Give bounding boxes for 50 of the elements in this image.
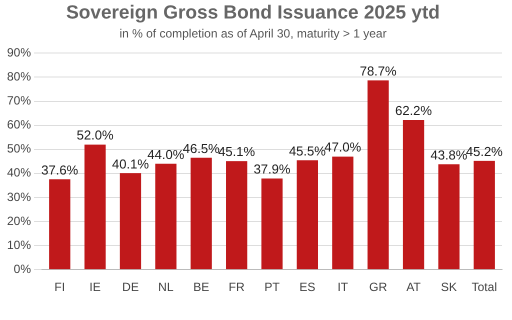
- bar: [226, 161, 248, 270]
- data-label: 37.9%: [254, 162, 291, 177]
- x-tick-label: NL: [158, 280, 174, 294]
- bar: [402, 120, 424, 270]
- x-tick-label: ES: [299, 280, 316, 294]
- y-tick-label: 40%: [6, 166, 32, 180]
- x-tick-label: IE: [89, 280, 101, 294]
- y-tick-label: 60%: [6, 118, 32, 132]
- bar: [296, 160, 318, 270]
- y-tick-label: 80%: [6, 70, 32, 84]
- data-label: 45.1%: [218, 144, 256, 160]
- data-label: 47.0%: [324, 140, 362, 155]
- y-tick-label: 70%: [6, 94, 32, 108]
- bar: [261, 178, 283, 270]
- bar: [49, 179, 70, 270]
- data-label: 37.6%: [41, 162, 79, 178]
- x-tick-label: FR: [228, 280, 245, 294]
- data-label: 45.5%: [288, 143, 326, 158]
- data-label: 45.2%: [466, 144, 504, 159]
- data-label: 43.8%: [430, 147, 468, 162]
- data-label: 78.7%: [360, 63, 398, 78]
- data-label: 62.2%: [395, 103, 432, 118]
- bar: [438, 164, 460, 270]
- x-tick-label: DE: [122, 280, 139, 294]
- x-tick-label: GR: [369, 280, 388, 294]
- y-tick-label: 30%: [6, 190, 32, 204]
- y-tick-label: 50%: [6, 142, 32, 156]
- bar: [332, 156, 354, 270]
- bar: [368, 80, 389, 270]
- x-tick-label: PT: [264, 280, 280, 294]
- y-tick-label: 90%: [6, 46, 32, 60]
- data-label: 44.0%: [147, 146, 185, 162]
- data-label: 52.0%: [76, 128, 114, 143]
- chart-subtitle: in % of completion as of April 30, maturity > 1 year: [119, 26, 387, 40]
- x-tick-label: SK: [440, 280, 457, 294]
- chart-title: Sovereign Gross Bond Issuance 2025 ytd: [66, 2, 440, 24]
- bar: [155, 164, 176, 270]
- x-tick-label: FI: [54, 280, 66, 294]
- bar: [474, 160, 495, 270]
- y-tick-label: 0%: [14, 262, 32, 276]
- x-tick-label: Total: [472, 280, 497, 294]
- data-label: 40.1%: [112, 156, 150, 172]
- bar: [84, 144, 106, 270]
- y-tick-label: 20%: [6, 214, 32, 228]
- x-tick-label: BE: [193, 280, 210, 294]
- bar: [120, 173, 142, 270]
- y-tick-label: 10%: [6, 238, 32, 252]
- x-tick-label: AT: [406, 280, 422, 294]
- x-tick-label: IT: [337, 280, 349, 294]
- bar: [190, 158, 212, 270]
